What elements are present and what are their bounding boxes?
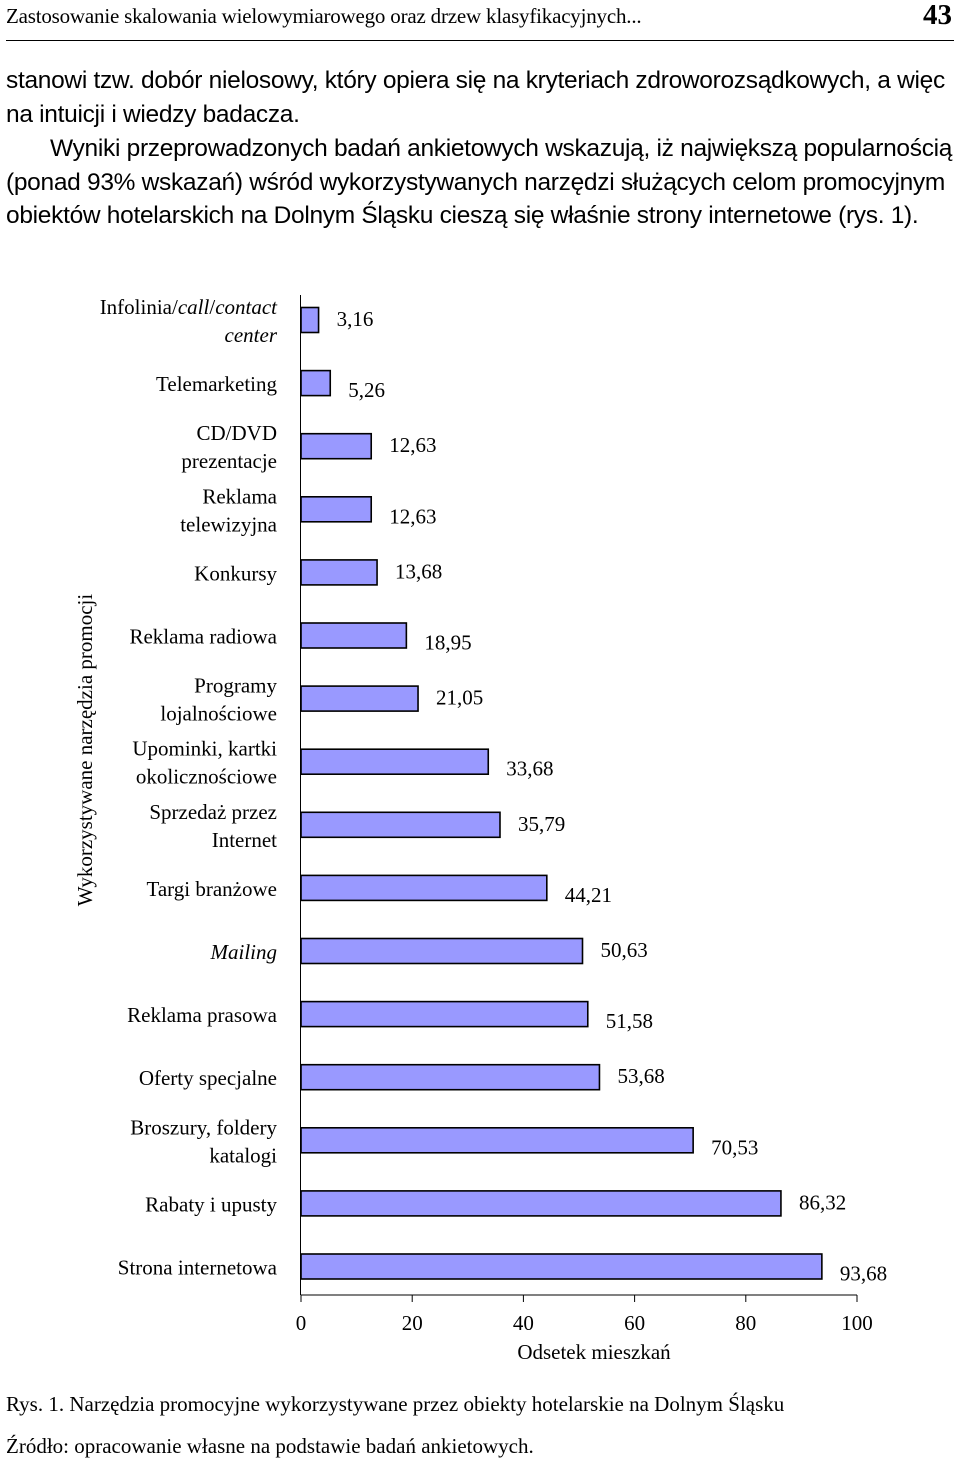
bar [300,1000,589,1028]
x-tick-label: 60 [624,1311,645,1335]
category-label: lojalnościowe [160,702,277,726]
bar [300,748,490,776]
x-tick-label: 40 [513,1311,534,1335]
category-label: Infolinia/call/contact [100,295,278,319]
paragraph-1: stanowi tzw. dobór nielosowy, który opie… [6,67,945,128]
data-label: 12,63 [389,504,436,528]
x-axis-label: Odsetek mieszkań [517,1340,671,1364]
bar [300,432,373,460]
y-axis-label: Wykorzystywane narzędzia promocji [73,594,97,907]
category-label: Broszury, foldery [130,1115,277,1139]
bar [300,1253,823,1280]
data-label: 86,32 [799,1190,846,1214]
running-title: Zastosowanie skalowania wielowymiarowego… [6,4,642,28]
x-tick-label: 20 [402,1311,423,1335]
bar [300,1190,782,1217]
category-label: Reklama [202,484,277,508]
paragraph-2: Wyniki przeprowadzonych badań ankietowyc… [6,132,956,233]
data-label: 12,63 [389,433,436,457]
category-label: Programy [194,674,277,698]
category-label: Reklama prasowa [127,1003,278,1027]
data-label: 35,79 [518,812,565,836]
category-label: Oferty specjalne [139,1066,277,1090]
data-label: 93,68 [840,1262,887,1286]
category-label: katalogi [209,1143,277,1167]
category-label: Konkursy [194,561,277,585]
category-label: center [225,323,278,347]
data-label: 33,68 [506,757,553,781]
category-label: Sprzedaż przez [149,800,277,824]
category-label: Telemarketing [156,372,277,396]
bar [300,685,419,712]
data-label: 13,68 [395,559,442,583]
data-label: 44,21 [565,883,612,907]
bar-chart: 0 20 40 60 80 100 Odsetek mieszkań Wykorzystywa… [73,295,887,1364]
figure-caption: Rys. 1. Narzędzia promocyjne wykorzystyw… [6,1392,785,1416]
category-label: CD/DVD [196,421,277,445]
data-label: 21,05 [436,686,483,710]
data-label: 5,26 [348,378,385,402]
figure-source: Źródło: opracowanie własne na podstawie … [6,1434,534,1458]
bar [300,306,320,334]
page-header: Zastosowanie skalowania wielowymiarowego… [6,0,954,41]
data-label: 18,95 [424,631,471,655]
bar [300,559,378,586]
category-label: Mailing [210,940,278,964]
category-label: okolicznościowe [136,765,277,789]
category-label: Internet [212,828,277,852]
paragraph-2-text: Wyniki przeprowadzonych badań ankietowyc… [6,135,953,230]
x-tick-label: 100 [841,1311,873,1335]
bar [300,1063,601,1091]
x-tick-label: 80 [735,1311,756,1335]
data-label: 53,68 [617,1064,664,1088]
x-tick-label: 0 [296,1311,307,1335]
category-label: Upominki, kartki [132,737,277,761]
data-label: 51,58 [606,1009,653,1033]
data-label: 70,53 [711,1135,758,1159]
page-number: 43 [923,0,952,31]
bar [300,1126,694,1154]
bar [300,874,548,902]
category-label: prezentacje [181,449,277,473]
bar [300,811,501,839]
data-label: 50,63 [601,938,648,962]
data-label: 3,16 [337,307,374,331]
bar [300,369,332,397]
category-label: Reklama radiowa [129,625,277,649]
bar [300,496,373,523]
category-label: telewizyjna [180,512,277,536]
bar [300,937,584,965]
bar [300,622,408,649]
category-label: Rabaty i upusty [145,1192,277,1216]
category-label: Strona internetowa [118,1256,278,1280]
category-label: Targi branżowe [146,877,277,901]
